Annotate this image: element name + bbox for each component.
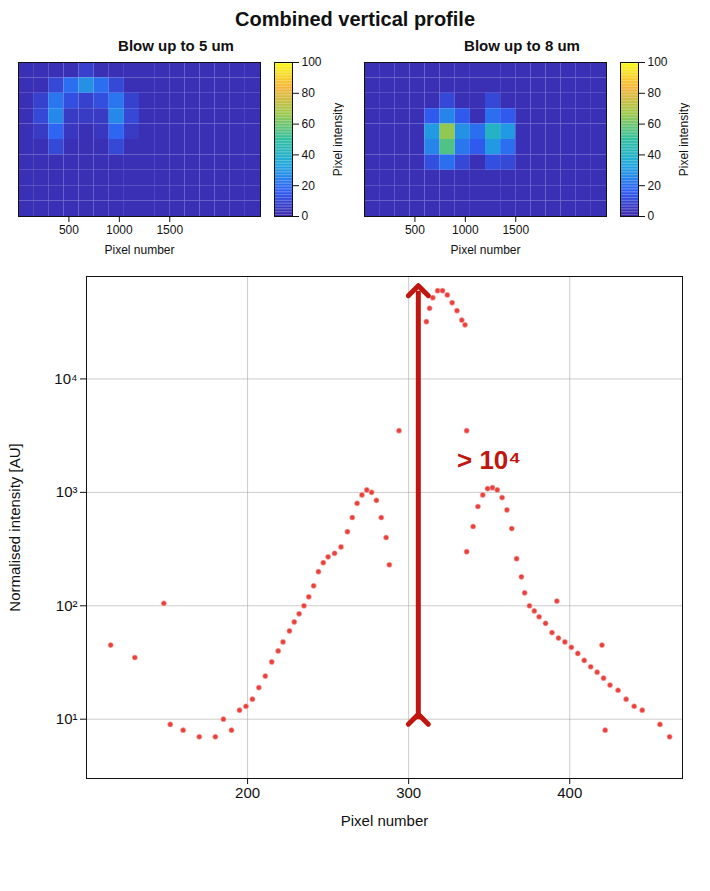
svg-text:10⁴: 10⁴ [54, 370, 77, 387]
svg-text:80: 80 [648, 86, 662, 100]
svg-text:Pixel intensity: Pixel intensity [677, 103, 691, 176]
svg-text:1500: 1500 [502, 223, 529, 237]
svg-text:10¹: 10¹ [56, 710, 78, 727]
svg-text:1000: 1000 [452, 223, 479, 237]
svg-text:100: 100 [302, 56, 322, 69]
svg-text:1000: 1000 [106, 223, 133, 237]
html-text:Blow up to 8 um: Blow up to 8 um [464, 37, 580, 54]
svg-text:300: 300 [396, 784, 421, 801]
svg-text:400: 400 [557, 784, 582, 801]
svg-text:60: 60 [302, 117, 316, 131]
svg-text:1500: 1500 [156, 223, 183, 237]
svg-text:20: 20 [302, 179, 316, 193]
svg-text:0: 0 [648, 209, 655, 223]
svg-text:Pixel number: Pixel number [104, 243, 174, 257]
svg-text:100: 100 [648, 56, 668, 69]
svg-text:200: 200 [235, 784, 260, 801]
svg-text:Pixel intensity: Pixel intensity [331, 103, 345, 176]
svg-text:80: 80 [302, 86, 316, 100]
svg-text:Normalised intensity [AU]: Normalised intensity [AU] [6, 443, 23, 611]
svg-text:Pixel number: Pixel number [341, 812, 429, 829]
svg-text:60: 60 [648, 117, 662, 131]
svg-text:> 10⁴: > 10⁴ [457, 445, 521, 475]
svg-text:0: 0 [302, 209, 309, 223]
svg-text:20: 20 [648, 179, 662, 193]
svg-text:40: 40 [648, 148, 662, 162]
svg-text:Pixel number: Pixel number [450, 243, 520, 257]
html-text:Combined vertical profile: Combined vertical profile [235, 8, 475, 30]
html-text:Blow up to 5 um: Blow up to 5 um [118, 37, 234, 54]
svg-text:500: 500 [405, 223, 425, 237]
svg-text:10²: 10² [56, 597, 78, 614]
svg-text:500: 500 [59, 223, 79, 237]
svg-text:40: 40 [302, 148, 316, 162]
svg-text:10³: 10³ [56, 483, 78, 500]
